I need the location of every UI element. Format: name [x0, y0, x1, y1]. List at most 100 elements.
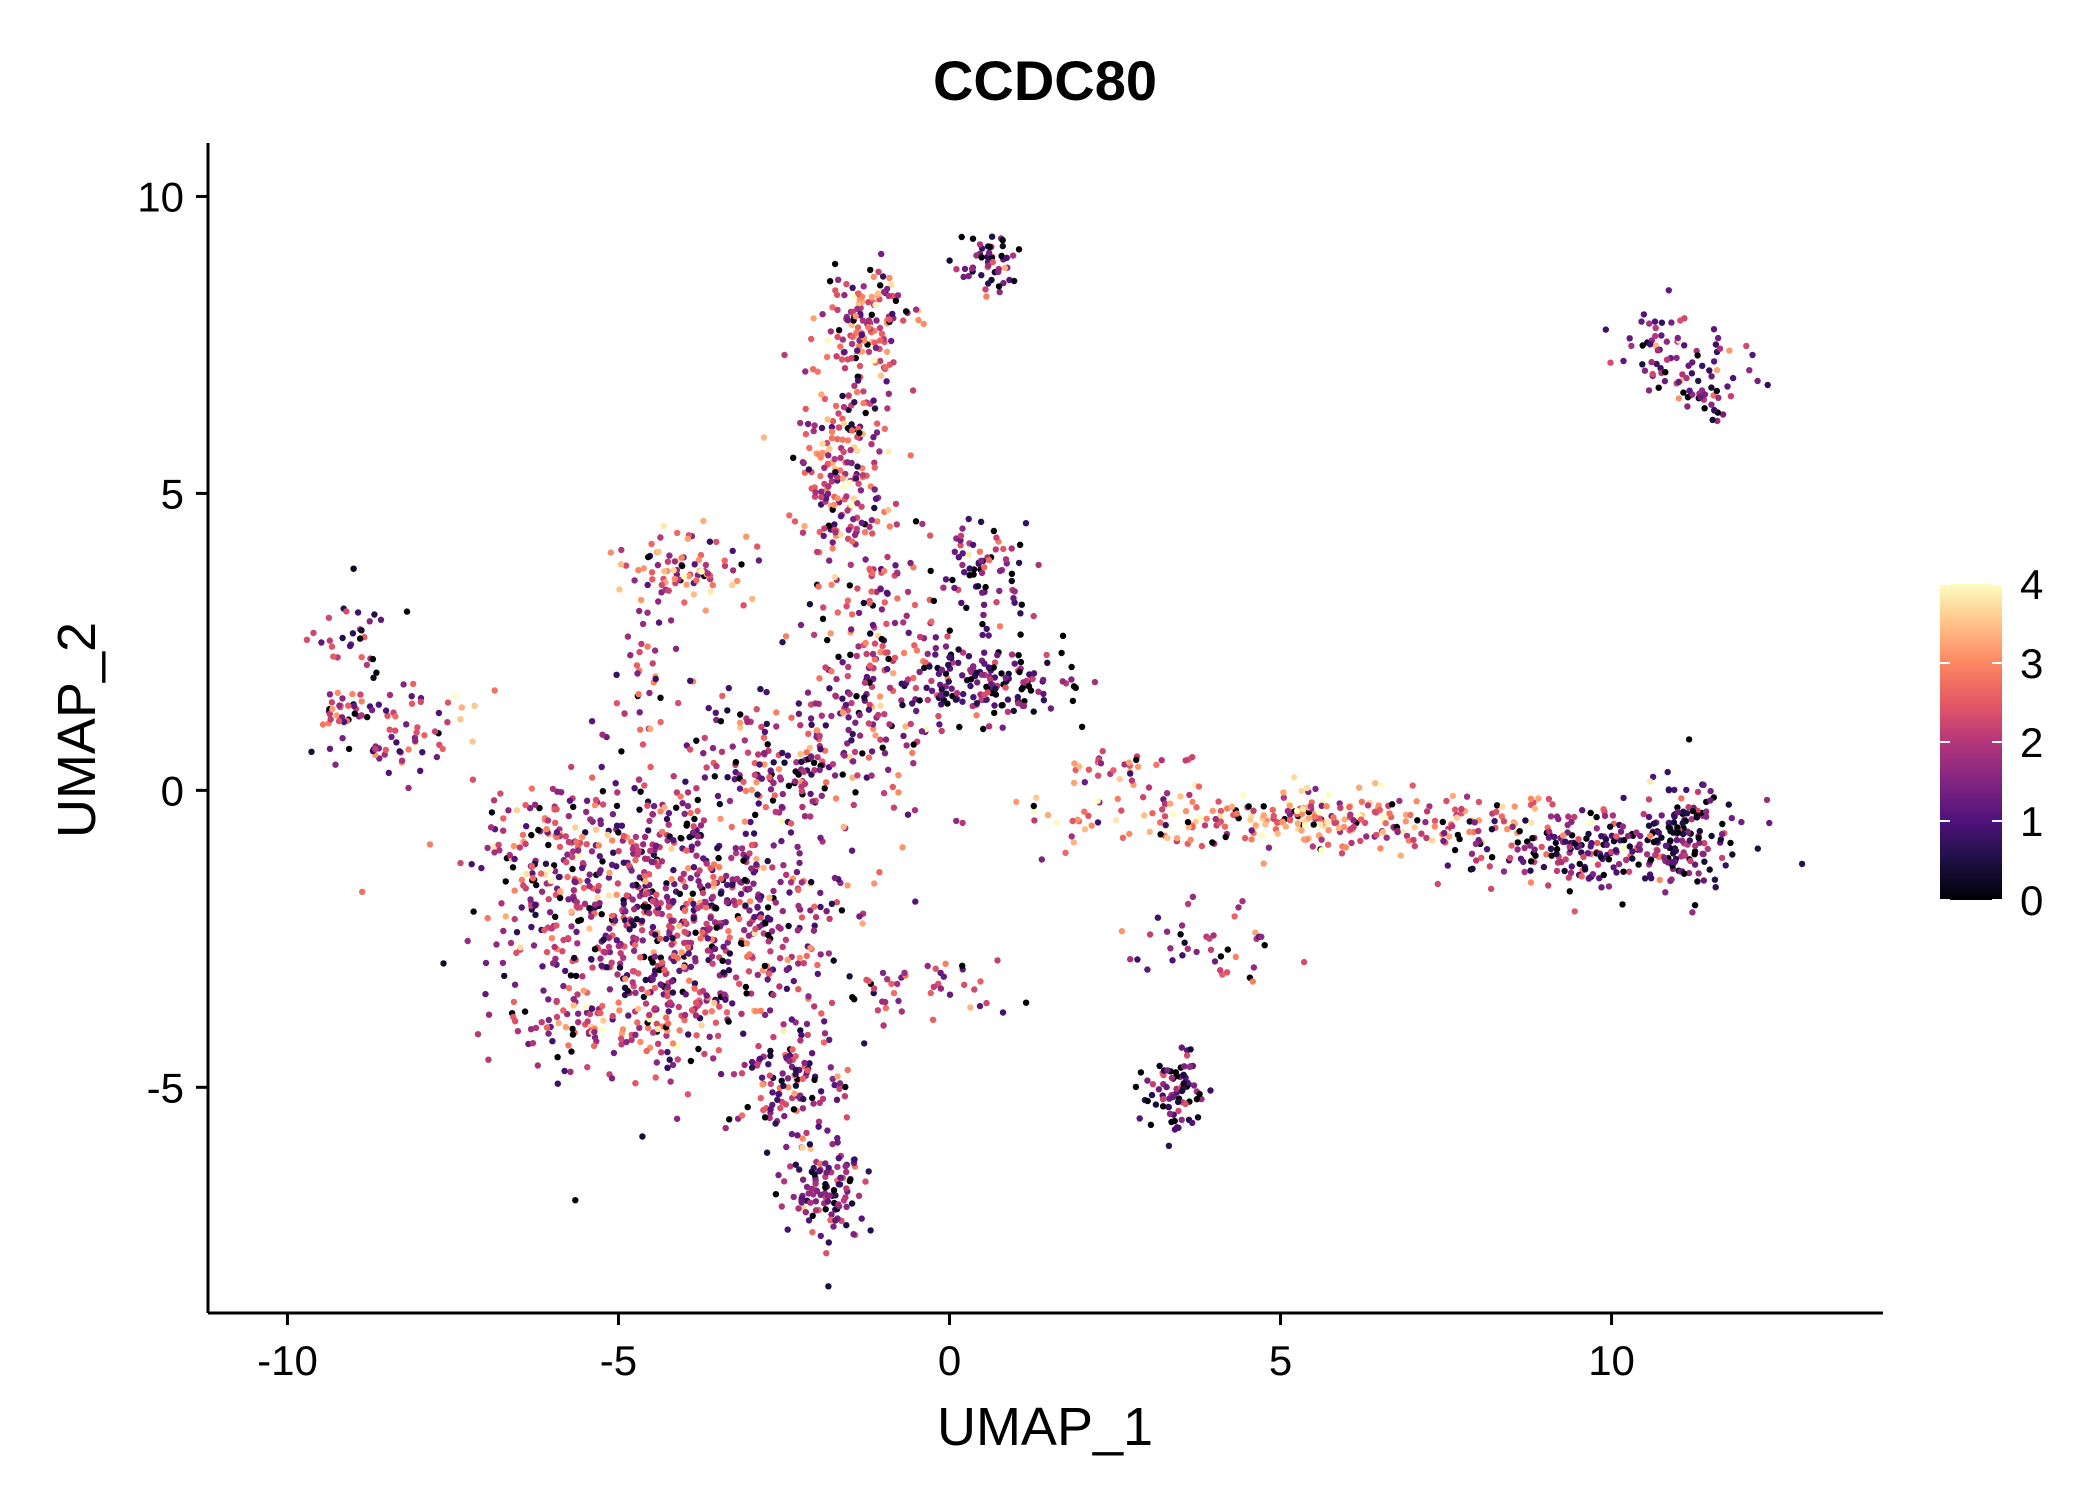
point-top-stalk: [818, 424, 826, 432]
point-main-body: [779, 943, 786, 951]
point-left-arm: [469, 776, 477, 783]
point-left-arm-tip: [371, 611, 378, 618]
point-horizontal-band: [1044, 811, 1052, 819]
point-center-link: [807, 790, 814, 798]
point-right-lobe-low: [1030, 670, 1038, 677]
point-main-lower-left: [569, 1025, 576, 1033]
point-main-body: [754, 894, 762, 901]
point-top-stalk: [844, 597, 852, 604]
point-lower-stem: [836, 1085, 843, 1093]
point-center-link: [798, 788, 806, 795]
point-main-body: [618, 822, 626, 829]
point-right-cluster: [1567, 869, 1575, 876]
point-lower-bulb: [809, 1229, 816, 1236]
point-main-body: [573, 928, 580, 935]
point-right-end: [1674, 829, 1681, 836]
point-center-link: [816, 732, 823, 740]
point-right-cluster: [1729, 851, 1736, 858]
point-center-link: [831, 772, 839, 779]
point-diag-to-band: [1134, 763, 1142, 770]
point-upper-left-stem: [652, 675, 659, 683]
point-lower-mid-streak: [971, 986, 978, 993]
point-right-lobe: [978, 569, 986, 577]
point-main-lower-left: [586, 1010, 594, 1018]
point-main-body: [641, 855, 649, 862]
point-right-lobe-low: [921, 664, 928, 672]
point-main-body-left: [531, 801, 539, 808]
point-main-body: [716, 863, 723, 871]
point-right-cluster: [1571, 813, 1578, 821]
point-right-lobe-low: [952, 696, 960, 703]
point-main-body: [586, 882, 593, 890]
point-horizontal-band: [1068, 833, 1075, 840]
point-top-stalk: [845, 392, 852, 399]
point-top-stalk: [832, 402, 840, 410]
point-horizontal-band: [1528, 819, 1535, 826]
point-main-body: [745, 932, 753, 939]
point-lower-bulb: [775, 1171, 782, 1179]
point-main-body: [551, 943, 558, 951]
point-lower-stem: [767, 1080, 774, 1088]
point-right-lobe-low: [1069, 697, 1077, 705]
point-right-cluster: [1520, 858, 1527, 866]
point-main-body: [574, 940, 581, 947]
point-top-stalk: [845, 526, 852, 534]
point-top-stalk: [869, 530, 876, 537]
point-main-body: [570, 803, 577, 811]
point-diagonal-streak: [1224, 946, 1232, 953]
point-center-mid: [810, 631, 818, 638]
point-main-body: [560, 982, 567, 990]
point-upper-left-branch: [755, 557, 763, 564]
point-main-body: [814, 961, 821, 969]
point-diagonal-streak: [1189, 893, 1197, 900]
point-top-right-tip: [985, 280, 992, 287]
point-main-body: [582, 829, 589, 836]
point-main-body: [826, 915, 833, 922]
point-right-cluster: [1678, 837, 1686, 844]
point-top-stalk: [810, 427, 817, 435]
point-center-link: [705, 704, 712, 712]
point-center-mid: [886, 684, 894, 691]
point-center-mid: [844, 672, 851, 680]
point-right-cluster: [1669, 850, 1677, 857]
point-top-stalk: [852, 475, 860, 482]
point-horizontal-band: [1394, 828, 1401, 836]
point-lower-stem: [780, 1082, 787, 1090]
point-horizontal-band: [1161, 813, 1169, 820]
point-main-body: [651, 953, 659, 960]
point-lower-stem: [810, 1100, 817, 1107]
point-main-body: [629, 896, 636, 903]
point-horizontal-band: [1423, 808, 1431, 815]
point-lower-bulb: [811, 1171, 818, 1178]
point-right-cluster: [1559, 832, 1567, 839]
point-main-body: [653, 1059, 660, 1066]
point-top-stalk: [813, 548, 821, 556]
point-left-arm: [392, 713, 399, 720]
point-top-head: [867, 266, 874, 274]
point-small-bottom-cluster: [1171, 1126, 1179, 1133]
point-main-body: [568, 763, 575, 771]
point-main-body: [597, 955, 604, 962]
point-main-body-left: [597, 820, 604, 828]
point-lower-stem: [806, 1141, 814, 1148]
point-top-right-tip: [960, 273, 967, 281]
point-center-mid: [885, 655, 892, 663]
point-center-mid: [824, 636, 831, 644]
point-center-link: [853, 693, 860, 700]
point-top-stalk: [799, 529, 807, 536]
point-small-bottom-cluster: [1152, 1101, 1160, 1108]
legend-tick-label: 4: [2020, 561, 2043, 608]
point-main-body-left: [513, 929, 521, 936]
point-horizontal-band: [1212, 815, 1219, 823]
point-center-link: [809, 798, 816, 805]
point-top-stalk: [848, 421, 855, 428]
point-top-stalk: [834, 436, 841, 443]
point-main-body: [829, 1075, 836, 1083]
point-right-end: [1689, 909, 1696, 916]
point-main-body: [620, 954, 627, 961]
point-right-end: [1646, 778, 1654, 785]
point-main-body: [753, 861, 760, 868]
point-upper-left-branch: [702, 607, 709, 614]
point-right-end: [1686, 837, 1694, 844]
